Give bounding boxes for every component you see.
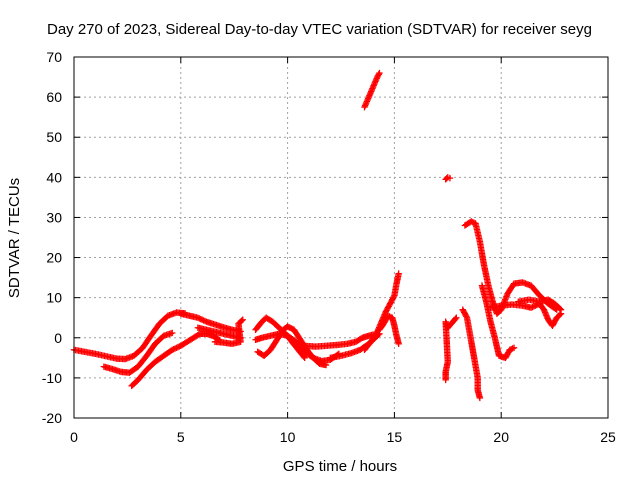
data-point [376,69,383,77]
y-tick-label: 0 [54,330,62,346]
data-point [395,270,402,277]
series-arc2 [100,329,176,376]
data-point [507,345,515,353]
y-tick-label: 50 [46,129,62,145]
y-tick-label: -20 [42,410,62,426]
data-point [530,303,538,310]
x-tick-label: 0 [70,429,78,445]
series-arc9 [254,323,330,369]
series-arc15 [442,174,454,183]
x-tick-label: 25 [600,429,616,445]
x-tick-label: 5 [177,429,185,445]
data-point [384,312,392,319]
series-arc14 [376,312,402,347]
data-point [463,313,470,320]
data-point [173,344,180,352]
data-point [169,329,176,337]
y-axis-label: SDTVAR / TECUs [6,178,23,298]
data-point [506,346,513,354]
data-point [375,71,382,78]
data-point [197,315,204,323]
data-point [510,344,518,352]
chart-title: Day 270 of 2023, Sidereal Day-to-day VTE… [47,21,592,38]
y-tick-label: 40 [46,169,62,185]
y-tick-label: -10 [42,370,62,386]
y-tick-label: 30 [46,209,62,225]
data-point [557,306,565,313]
data-point [239,316,246,323]
axis-ticks: 0 5 10 15 20 25 -20 -10 0 10 20 30 40 50 60 70 [42,49,616,445]
data-point [446,174,454,182]
y-tick-label: 10 [46,290,62,306]
series-arc6 [211,316,246,347]
data-point [390,293,397,301]
data-point [238,317,245,324]
data-points [70,69,565,402]
data-point [395,340,402,347]
x-tick-label: 15 [387,429,403,445]
series-arc19 [478,282,518,362]
data-point [469,218,476,226]
data-point [322,361,330,369]
series-arc17 [459,306,484,402]
data-point [556,311,564,318]
data-point [300,353,307,360]
data-point [169,346,176,354]
data-point [468,218,475,225]
data-point [301,354,308,362]
grid-lines [74,57,608,418]
x-tick-label: 10 [280,429,296,445]
series-arc1 [70,309,189,363]
data-point [201,317,209,325]
data-point [452,315,459,323]
data-point [527,304,535,311]
data-point [476,394,484,402]
series-arc13 [361,270,402,354]
data-point [174,343,182,351]
data-point [194,314,202,321]
data-point [453,314,460,321]
x-tick-label: 20 [493,429,509,445]
series-arc21 [515,296,565,313]
data-point [196,315,203,322]
data-point [198,316,206,323]
y-tick-label: 60 [46,89,62,105]
series-arc12 [361,69,383,111]
data-point [171,345,179,352]
series-arc16 [442,314,460,384]
data-point [200,317,207,324]
x-axis-label: GPS time / hours [283,458,397,475]
data-point [170,345,177,353]
y-tick-label: 70 [46,49,62,65]
data-point [556,305,564,312]
data-point [509,345,516,352]
data-point [529,303,536,311]
series-arc10 [301,331,377,350]
data-point [386,313,393,320]
y-tick-label: 20 [46,250,62,266]
plot-frame [73,56,609,419]
